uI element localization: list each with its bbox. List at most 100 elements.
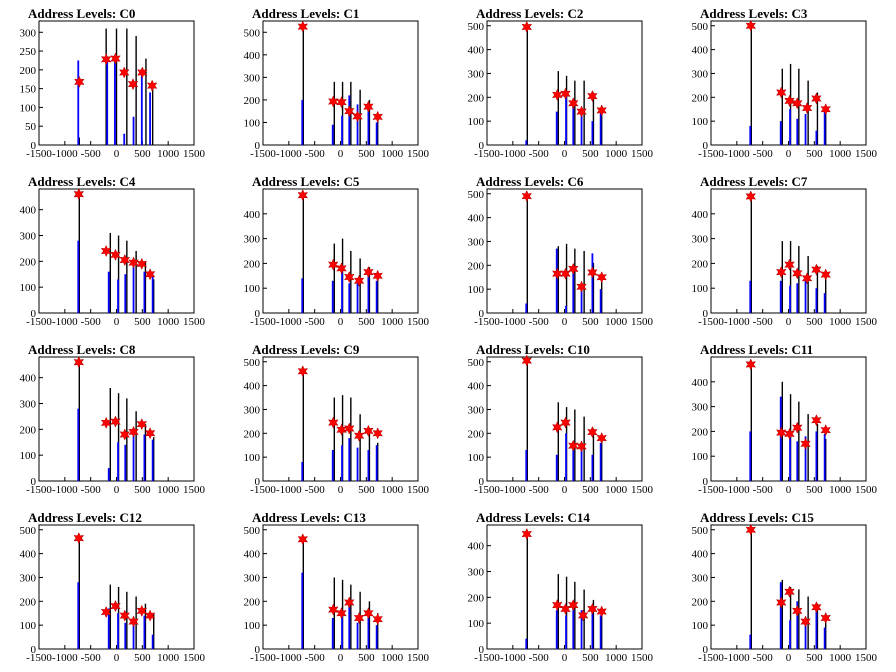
peak-marker [801,101,813,115]
x-tick-label: 500 [358,484,375,496]
black-bar [341,81,344,145]
x-tick-label: -1500 [474,484,500,496]
blue-bar [749,634,752,649]
peak-marker [297,533,309,546]
x-tick-label: 1000 [381,484,404,496]
peak-marker [127,78,139,91]
peak-marker [73,188,85,201]
peak-marker [343,422,355,435]
blue-bar [151,274,154,313]
y-tick-label: 300 [468,567,485,579]
x-tick-label: -500 [81,484,102,496]
y-tick-label: 500 [692,525,709,537]
black-bar [816,603,819,649]
peak-marker [119,428,131,441]
peak-marker [820,268,831,281]
blue-bar [107,271,110,313]
y-tick-label: 0 [479,476,485,488]
y-tick-label: 200 [468,92,485,104]
chart-title: Address Levels: C10 [476,342,590,357]
y-tick-label: 300 [692,68,709,80]
peak-marker [567,598,579,612]
black-bar [781,579,783,649]
peak-marker [297,365,309,378]
y-tick-label: 100 [244,283,261,295]
black-bar [816,423,819,481]
blue-bar [367,450,370,481]
black-bar [592,599,595,649]
y-tick-label: 300 [20,399,37,411]
black-bar [526,196,528,313]
y-tick-label: 400 [20,373,37,385]
x-tick-label: 500 [134,316,151,328]
x-tick-label: 1500 [631,316,654,328]
y-tick-label: 200 [244,258,261,270]
black-bar [750,529,752,649]
x-tick-label: -1000 [276,148,302,160]
y-tick-label: 100 [20,102,37,114]
peak-marker [327,603,339,616]
x-tick-label: 1000 [157,316,180,328]
peak-marker [560,416,571,429]
blue-bar [348,438,351,481]
blue-bar [143,271,146,313]
y-tick-label: 0 [703,476,709,488]
chart-title: Address Levels: C3 [700,6,808,21]
blue-bar [823,293,826,313]
blue-bar [555,454,558,481]
y-tick-label: 0 [255,644,261,656]
black-bar [333,243,335,313]
x-tick-label: -1000 [276,484,302,496]
black-bar [153,437,155,481]
black-bar [377,442,379,481]
black-bar [807,255,809,313]
y-tick-label: 400 [692,549,709,561]
x-tick-label: 1000 [829,148,852,160]
y-tick-label: 400 [692,377,709,389]
black-bar [105,28,107,145]
black-bar [368,267,371,313]
y-tick-label: 100 [692,451,709,463]
x-tick-label: 1500 [855,148,878,160]
x-tick-label: -500 [753,484,774,496]
peak-marker [119,253,131,267]
x-tick-label: 1500 [855,316,878,328]
x-tick-label: 1000 [829,484,852,496]
x-tick-label: -1000 [52,652,78,664]
x-tick-label: 1500 [183,652,206,664]
blue-bar [341,445,343,481]
x-tick-label: -1000 [724,148,750,160]
chart-title: Address Levels: C5 [252,174,360,189]
x-tick-label: -1000 [276,316,302,328]
blue-bar [331,280,334,313]
blue-bar [123,133,126,145]
y-tick-label: 300 [20,231,37,243]
peak-marker [551,598,563,612]
black-bar [135,411,137,481]
peak-marker [327,95,339,108]
x-tick-label: -1500 [250,484,276,496]
y-tick-label: 400 [20,205,37,217]
peak-marker [327,258,339,271]
plot-frame [38,188,195,314]
blue-bar [565,92,567,145]
peak-marker [577,609,589,622]
x-tick-label: 500 [134,148,151,160]
x-tick-label: -500 [529,316,550,328]
peak-marker [567,439,579,452]
black-bar [565,576,568,649]
black-bar [592,428,595,481]
peak-marker [521,20,533,34]
x-tick-label: -1000 [500,484,526,496]
y-tick-label: 300 [20,27,37,39]
peak-marker [820,103,831,116]
blue-bar [367,275,370,313]
blue-bar [107,468,110,481]
blue-bar [815,606,818,649]
peak-marker [800,437,811,450]
y-tick-label: 400 [20,549,37,561]
blue-bar [565,305,567,313]
black-bar [78,538,80,649]
blue-bar [789,433,791,481]
blue-bar [341,613,343,649]
